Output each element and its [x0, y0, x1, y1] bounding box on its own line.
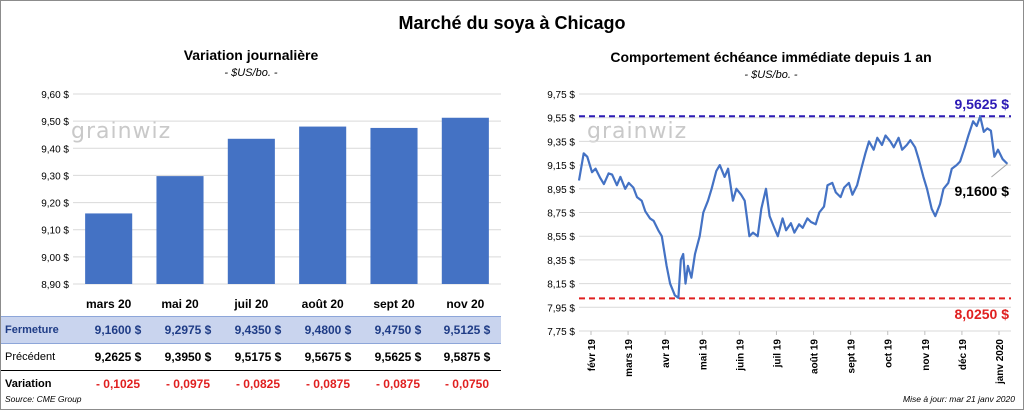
x-tick-label: juil 20	[233, 297, 268, 311]
table-cell: 9,4750 $	[363, 316, 433, 344]
y-tick-label: 7,75 $	[547, 327, 575, 338]
table-cell: - 0,1025	[95, 377, 141, 391]
row-label: Fermeture	[1, 316, 83, 344]
x-tick-label: mars 19	[624, 339, 635, 377]
bar	[156, 176, 204, 284]
max-price-label: 9,5625 $	[955, 96, 1010, 112]
y-tick-label: 9,20 $	[41, 199, 69, 210]
table-cell: 9,5875 $	[433, 343, 501, 371]
table-cell: 9,5125 $	[433, 316, 501, 344]
table-cell: - 0,0875	[375, 377, 421, 391]
min-price-label: 8,0250 $	[955, 306, 1010, 322]
x-tick-label: févr 19	[587, 339, 598, 372]
grainwiz-logo: grainwiz	[71, 119, 172, 144]
y-tick-label: 9,00 $	[41, 253, 69, 264]
table-cell: - 0,0750	[444, 377, 490, 391]
last-value-label: 9,1600 $	[955, 183, 1010, 199]
y-tick-label: 9,30 $	[41, 171, 69, 182]
x-tick-label: juil 19	[772, 339, 783, 369]
bar	[85, 213, 133, 284]
table-row-previous: Précédent 9,2625 $ 9,3950 $ 9,5175 $ 9,5…	[1, 343, 501, 371]
table-cell: - 0,0825	[235, 377, 281, 391]
row-label: Précédent	[1, 343, 83, 371]
y-tick-label: 9,60 $	[41, 90, 69, 101]
y-tick-label: 8,90 $	[41, 280, 69, 291]
table-cell: 9,5675 $	[293, 343, 363, 371]
y-tick-label: 9,75 $	[547, 90, 575, 101]
table-cell: 9,2625 $	[83, 343, 153, 371]
y-tick-label: 8,15 $	[547, 280, 575, 291]
x-tick-label: juin 19	[735, 339, 746, 372]
table-cell: 9,4800 $	[293, 316, 363, 344]
x-tick-label: mai 20	[161, 297, 199, 311]
x-tick-label: janv 2020	[995, 339, 1006, 385]
x-tick-label: sept 20	[373, 297, 415, 311]
row-label: Variation	[5, 378, 52, 390]
y-tick-label: 9,40 $	[41, 144, 69, 155]
price-table: Fermeture 9,1600 $ 9,2975 $ 9,4350 $ 9,4…	[1, 316, 501, 397]
y-tick-label: 8,75 $	[547, 209, 575, 220]
left-chart-title: Variation journalière	[183, 47, 319, 63]
y-tick-label: 7,95 $	[547, 303, 575, 314]
bar	[370, 127, 418, 284]
x-tick-label: nov 19	[921, 339, 932, 371]
grainwiz-logo-right: grainwiz	[587, 119, 688, 144]
x-tick-label: avr 19	[661, 339, 672, 368]
main-title: Marché du soya à Chicago	[398, 13, 626, 33]
y-tick-label: 9,15 $	[547, 161, 575, 172]
x-tick-label: déc 19	[958, 339, 969, 371]
x-tick-label: août 19	[810, 339, 821, 374]
x-tick-label: août 20	[302, 297, 344, 311]
table-row-close: Fermeture 9,1600 $ 9,2975 $ 9,4350 $ 9,4…	[1, 316, 501, 344]
y-tick-label: 8,95 $	[547, 185, 575, 196]
last-value-leader	[991, 163, 1008, 178]
y-tick-label: 9,35 $	[547, 137, 575, 148]
left-chart-units: - $US/bo. -	[224, 67, 278, 79]
table-cell: 9,5175 $	[223, 343, 293, 371]
y-tick-label: 8,35 $	[547, 256, 575, 267]
right-chart-title: Comportement échéance immédiate depuis 1…	[610, 49, 932, 65]
bar	[227, 138, 275, 284]
y-tick-label: 9,55 $	[547, 114, 575, 125]
y-tick-label: 8,55 $	[547, 232, 575, 243]
bar	[299, 126, 347, 284]
table-row-variation: Variation - 0,1025 - 0,0975 - 0,0825 - 0…	[1, 371, 501, 398]
x-tick-label: mai 19	[698, 339, 709, 371]
table-cell: 9,5625 $	[363, 343, 433, 371]
table-cell: 9,3950 $	[153, 343, 223, 371]
right-chart-units: - $US/bo. -	[744, 69, 798, 81]
y-tick-label: 9,10 $	[41, 226, 69, 237]
x-tick-label: oct 19	[884, 339, 895, 368]
y-tick-label: 9,50 $	[41, 117, 69, 128]
x-tick-label: mars 20	[86, 297, 132, 311]
daily-variation-bar-chart: 8,90 $ 9,00 $ 9,10 $ 9,20 $ 9,30 $ 9,40 $ 9,50…	[41, 90, 501, 311]
x-tick-label: sept 19	[847, 339, 858, 374]
table-cell: - 0,0875	[305, 377, 351, 391]
table-cell: 9,1600 $	[83, 316, 153, 344]
source-note: Source: CME Group	[5, 394, 82, 404]
table-cell: - 0,0975	[165, 377, 211, 391]
table-cell: 9,2975 $	[153, 316, 223, 344]
update-note: Mise à jour: mar 21 janv 2020	[903, 394, 1015, 404]
x-tick-label: nov 20	[446, 297, 484, 311]
bar	[441, 117, 489, 284]
table-cell: 9,4350 $	[223, 316, 293, 344]
price-series-line	[577, 115, 1009, 299]
